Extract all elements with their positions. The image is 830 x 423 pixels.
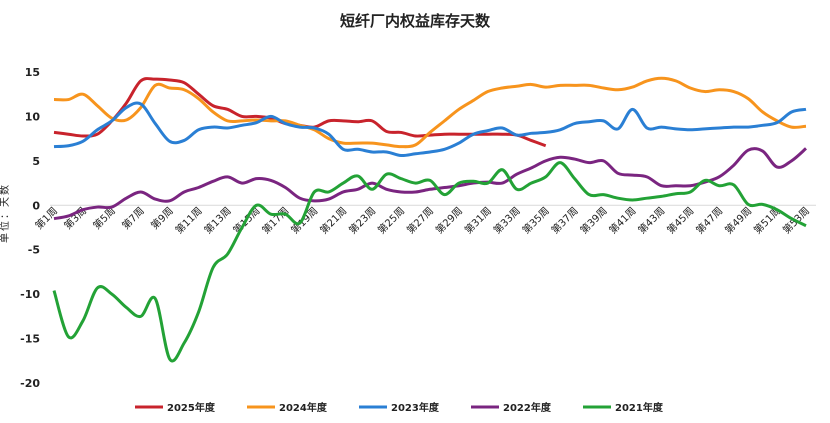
x-tick-label: 第29周 — [433, 204, 465, 236]
x-tick-label: 第23周 — [346, 204, 378, 236]
y-tick-label: -15 — [20, 333, 40, 346]
legend-label: 2025年度 — [167, 401, 216, 414]
x-tick-label: 第39周 — [577, 204, 609, 236]
y-tick-label: -20 — [20, 377, 40, 390]
x-tick-label: 第13周 — [201, 204, 233, 236]
legend-label: 2023年度 — [391, 401, 440, 414]
legend-label: 2021年度 — [615, 401, 664, 414]
x-tick-label: 第37周 — [548, 204, 580, 236]
chart-title: 短纤厂内权益库存天数 — [340, 12, 491, 30]
series-line — [53, 147, 807, 221]
y-tick-label: 5 — [32, 155, 40, 168]
y-tick-label: 0 — [32, 199, 40, 212]
x-tick-label: 第33周 — [491, 204, 523, 236]
x-tick-label: 第21周 — [317, 204, 349, 236]
x-tick-label: 第49周 — [722, 204, 754, 236]
x-tick-label: 第27周 — [404, 204, 436, 236]
x-tick-label: 第47周 — [693, 204, 725, 236]
y-tick-label: 10 — [25, 110, 41, 123]
x-tick-label: 第41周 — [606, 204, 638, 236]
x-tick-label: 第43周 — [635, 204, 667, 236]
legend-label: 2022年度 — [503, 401, 552, 414]
x-tick-label: 第25周 — [375, 204, 407, 236]
legend-label: 2024年度 — [279, 401, 328, 414]
series-line — [53, 101, 807, 158]
x-tick-label: 第7周 — [119, 204, 147, 232]
x-tick-label: 第45周 — [664, 204, 696, 236]
series-line — [52, 161, 807, 363]
x-tick-label: 第11周 — [172, 204, 204, 236]
y-tick-label: 15 — [25, 66, 40, 79]
series-line — [53, 76, 807, 149]
y-tick-label: -10 — [20, 288, 40, 301]
x-tick-label: 第9周 — [148, 204, 176, 232]
x-tick-label: 第35周 — [519, 204, 551, 236]
y-tick-label: -5 — [28, 244, 40, 257]
y-axis-label: 单位：天数 — [0, 183, 11, 243]
x-tick-label: 第31周 — [462, 204, 494, 236]
